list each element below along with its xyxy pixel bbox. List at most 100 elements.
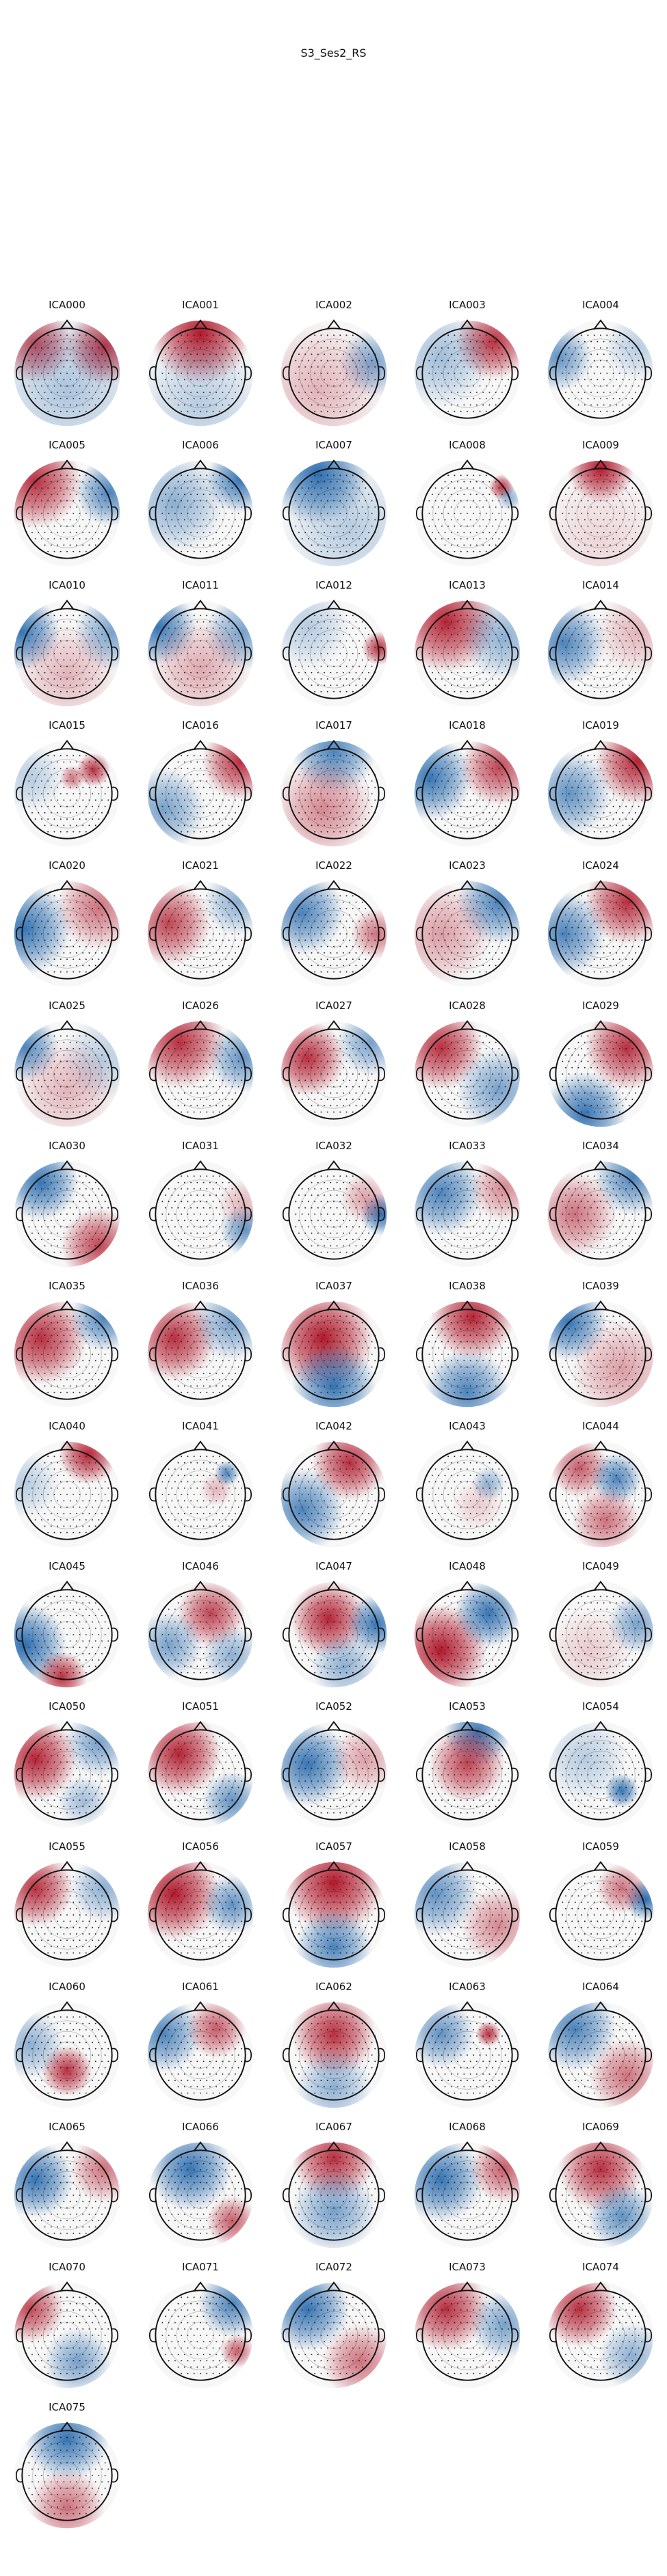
sensor-dot: [222, 671, 224, 673]
sensor-dot: [73, 410, 75, 412]
sensor-dot: [333, 1099, 335, 1101]
sensor-dot: [228, 544, 230, 546]
sensor-dot: [181, 627, 183, 629]
sensor-dot: [469, 774, 471, 776]
sensor-dot: [345, 373, 348, 374]
sensor-dot: [488, 519, 491, 521]
sensor-dot: [107, 519, 109, 521]
sensor-dot: [174, 805, 176, 807]
sensor-dot: [447, 755, 449, 757]
sensor-dot: [317, 391, 319, 393]
sensor-dot: [508, 1066, 510, 1069]
sensor-dot: [295, 360, 297, 362]
sensor-dot: [358, 500, 361, 502]
sensor-dot: [469, 1041, 471, 1043]
sensor-dot: [218, 347, 220, 349]
sensor-dot: [361, 952, 363, 954]
sensor-dot: [584, 531, 586, 533]
sensor-dot: [34, 360, 36, 362]
sensor-dot: [441, 1099, 443, 1101]
sensor-dot: [73, 1035, 75, 1037]
sensor-dot: [28, 525, 30, 527]
sensor-dot: [187, 1213, 189, 1215]
sensor-dot: [482, 1092, 484, 1094]
right-ear-outline: [512, 786, 519, 801]
sensor-dot: [94, 671, 96, 673]
sensor-dot: [60, 615, 62, 617]
sensor-dot: [606, 755, 608, 757]
topomap-ica025: ICA025: [2, 999, 132, 1129]
sensor-dot: [88, 965, 90, 967]
sensor-dot: [371, 1060, 373, 1062]
sensor-dot: [612, 500, 614, 502]
sensor-dot: [475, 952, 478, 954]
sensor-dot: [187, 895, 189, 897]
sensor-dot: [206, 474, 208, 477]
sensor-dot: [600, 410, 601, 412]
sensor-dot: [107, 659, 109, 661]
sensor-dot: [190, 481, 192, 483]
sensor-dot: [441, 933, 443, 935]
sensor-dot: [590, 391, 592, 393]
sensor-dot: [212, 538, 214, 540]
sensor-dot: [311, 824, 313, 827]
sensor-dot: [339, 513, 341, 514]
scalp-map: [280, 319, 387, 427]
sensor-dot: [317, 1054, 319, 1056]
sensor-dot: [235, 1066, 236, 1069]
sensor-dot: [361, 926, 363, 928]
sensor-dot: [345, 474, 348, 477]
sensor-dot: [181, 398, 183, 400]
sensor-dot: [181, 615, 183, 617]
sensor-dot: [330, 659, 332, 661]
sensor-dot: [57, 659, 59, 661]
sensor-dot: [314, 755, 316, 757]
sensor-dot: [324, 531, 326, 533]
sensor-dot: [31, 952, 33, 954]
sensor-dot: [50, 761, 52, 763]
sensor-dot: [342, 824, 344, 827]
sensor-dot: [447, 474, 449, 477]
sensor-dot: [581, 920, 583, 922]
sensor-dot: [183, 1105, 185, 1107]
sensor-dot: [622, 914, 624, 916]
sensor-dot: [311, 671, 313, 673]
sensor-dot: [165, 531, 166, 533]
sensor-dot: [60, 971, 62, 973]
sensor-dot: [616, 506, 618, 508]
sensor-dot: [508, 366, 510, 368]
sensor-dot: [190, 1194, 192, 1196]
sensor-dot: [361, 1105, 363, 1107]
sensor-dot: [584, 939, 586, 941]
sensor-dot: [79, 347, 81, 349]
sensor-dot: [577, 481, 579, 483]
sensor-dot: [317, 926, 319, 928]
sensor-dot: [165, 914, 166, 916]
sensor-dot: [622, 901, 624, 903]
sensor-dot: [218, 780, 220, 782]
sensor-dot: [57, 824, 59, 827]
sensor-dot: [66, 678, 68, 680]
sensor-dot: [473, 755, 475, 757]
sensor-dot: [63, 1181, 65, 1183]
sensor-dot: [469, 646, 471, 648]
sensor-dot: [212, 385, 214, 387]
sensor-dot: [57, 1105, 59, 1107]
sensor-dot: [34, 640, 36, 642]
sensor-dot: [628, 544, 630, 546]
sensor-dot: [193, 627, 195, 629]
sensor-dot: [616, 914, 618, 916]
sensor-dot: [622, 481, 624, 483]
sensor-dot: [237, 933, 239, 935]
sensor-dot: [508, 799, 510, 801]
sensor-dot: [79, 1175, 81, 1177]
sensor-dot: [320, 793, 322, 794]
sensor-dot: [307, 500, 309, 502]
sensor-dot: [228, 404, 230, 406]
sensor-dot: [79, 1086, 81, 1088]
sensor-dot: [485, 895, 487, 897]
sensor-dot: [307, 818, 309, 820]
sensor-dot: [352, 793, 354, 794]
sensor-dot: [587, 1086, 589, 1088]
sensor-dot: [88, 926, 90, 928]
